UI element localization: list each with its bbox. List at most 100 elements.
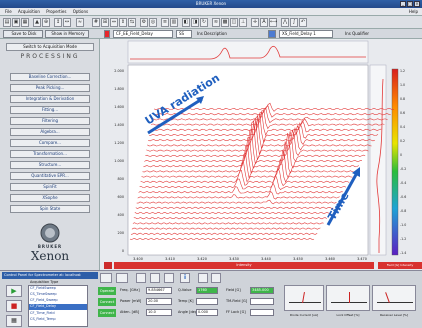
scale-icon[interactable]: ↕ xyxy=(54,18,62,27)
contour-icon[interactable]: ◎ xyxy=(149,18,157,27)
stack-icon[interactable]: ≡ xyxy=(161,18,169,27)
settings-icon[interactable]: ⚙ xyxy=(140,18,148,27)
save-icon[interactable]: ▣ xyxy=(12,18,20,27)
power-field[interactable]: 20.00 xyxy=(146,298,172,305)
shift-icon[interactable]: ↔ xyxy=(63,18,71,27)
pointer-icon[interactable]: ▲ xyxy=(33,18,41,27)
surface-icon[interactable]: ◨ xyxy=(191,18,199,27)
arrows-icon[interactable] xyxy=(198,273,208,283)
x-tick-label: 3.450 xyxy=(293,257,303,261)
y-tick-label: 800 xyxy=(118,177,124,181)
projection-icon[interactable]: ◧ xyxy=(182,18,190,27)
temp-field[interactable] xyxy=(196,298,218,305)
compress-icon[interactable]: ⇕ xyxy=(119,18,127,27)
refresh-icon[interactable] xyxy=(211,273,221,283)
list-item[interactable]: CF_FieldSweep xyxy=(30,286,56,290)
print-icon[interactable]: ▦ xyxy=(21,18,29,27)
play-button[interactable]: ▶ xyxy=(6,285,22,297)
tm-field-value[interactable] xyxy=(250,298,274,305)
menu-file[interactable]: File xyxy=(5,9,12,14)
list-item[interactable]: CS_TimeSweep xyxy=(30,292,57,296)
list-item[interactable]: CF_Time_Field xyxy=(30,311,55,315)
baseline-correction-button[interactable]: Baseline Correction... xyxy=(10,73,90,81)
mirror-icon[interactable]: ⇆ xyxy=(128,18,136,27)
save-to-disk-button[interactable]: Save to Disk xyxy=(3,30,43,38)
connect-button[interactable]: Connect xyxy=(98,298,116,306)
close-icon[interactable]: × xyxy=(414,1,420,7)
peak-picking-button[interactable]: Peak Picking... xyxy=(10,84,90,92)
structure-button[interactable]: Structure... xyxy=(10,161,90,169)
connect-button-2[interactable]: Connect xyxy=(98,309,116,317)
info-icon[interactable]: i xyxy=(180,273,190,283)
spectrum-trace xyxy=(147,117,372,155)
acquisition-type-list[interactable]: CF_FieldSweep CS_TimeSweep CF_Field_Swee… xyxy=(28,285,88,327)
dataset-field-1[interactable]: CF_EE_Field_Delay xyxy=(113,30,173,38)
integral-icon[interactable]: ∫ xyxy=(290,18,298,27)
algebra-button[interactable]: Algebra... xyxy=(10,128,90,136)
spinfit-button[interactable]: SpinFit xyxy=(10,183,90,191)
maximize-icon[interactable]: □ xyxy=(407,1,413,7)
filtering-button[interactable]: Filtering xyxy=(10,117,90,125)
expand-icon[interactable]: ⇔ xyxy=(110,18,118,27)
graph-icon[interactable] xyxy=(164,273,174,283)
undo-icon[interactable]: ↶ xyxy=(299,18,307,27)
list-item[interactable]: CS_Field_Temp xyxy=(30,317,56,321)
list-item-selected[interactable]: CF_Field_Delay xyxy=(29,304,87,310)
label-icon[interactable]: A xyxy=(260,18,268,27)
stop-button[interactable]: ■ xyxy=(6,300,22,312)
list-item[interactable]: CF_Field_Sweep xyxy=(30,298,58,302)
switch-acquisition-button[interactable]: Switch to Acquisition Mode xyxy=(6,43,94,51)
baseline-icon[interactable]: ≈ xyxy=(76,18,84,27)
measure-icon[interactable]: ⟷ xyxy=(269,18,278,27)
menu-acquisition[interactable]: Acquisition xyxy=(17,9,40,14)
menu-properties[interactable]: Properties xyxy=(46,9,67,14)
table-icon[interactable] xyxy=(150,273,160,283)
slice-icon[interactable]: ◫ xyxy=(230,18,238,27)
integration-button[interactable]: Integration & Derivation xyxy=(10,95,90,103)
dataset-color-swatch xyxy=(104,30,110,38)
heatmap-icon[interactable]: ▩ xyxy=(221,18,229,27)
field-label: Field [G] xyxy=(226,288,241,292)
minimize-icon[interactable]: _ xyxy=(400,1,406,7)
peak-icon[interactable]: ⋀ xyxy=(281,18,289,27)
uva-arrow-head xyxy=(196,96,204,104)
axis-icon[interactable]: ⊥ xyxy=(239,18,247,27)
description-label: Ins Description xyxy=(197,31,227,36)
colorbar-tick-label: -0.2 xyxy=(400,167,406,171)
freq-field[interactable]: 9.854667 xyxy=(146,287,172,294)
show-in-memory-button[interactable]: Show in Memory xyxy=(45,30,89,38)
fitting-button[interactable]: Fitting... xyxy=(10,106,90,114)
tune-icon[interactable] xyxy=(116,273,128,283)
transformation-button[interactable]: Transformation... xyxy=(10,150,90,158)
xsophe-button[interactable]: XSophe xyxy=(10,194,90,202)
operate-button[interactable]: Operate xyxy=(98,287,116,295)
grid-icon[interactable]: # xyxy=(92,18,100,27)
quantitative-epr-button[interactable]: Quantitative EPR... xyxy=(10,172,90,180)
spectrum-trace xyxy=(148,115,375,149)
dataset-field-3[interactable]: XS_Field_Delay 1 xyxy=(279,30,333,38)
spectrum-trace xyxy=(152,105,391,118)
angle-field[interactable]: 0.000 xyxy=(196,309,218,316)
scope-icon[interactable] xyxy=(100,273,112,283)
open-icon[interactable]: ▤ xyxy=(3,18,11,27)
spin-state-button[interactable]: Spin State xyxy=(10,205,90,213)
parameter-icon[interactable] xyxy=(136,273,146,283)
ff-lock-value[interactable] xyxy=(250,309,274,316)
zoom-icon[interactable]: ⊕ xyxy=(42,18,50,27)
compare-button[interactable]: Compare... xyxy=(10,139,90,147)
menu-help[interactable]: Help xyxy=(408,9,418,14)
field-value[interactable]: 3485.000 xyxy=(250,287,274,294)
cursor-icon[interactable]: ✛ xyxy=(251,18,259,27)
layer-icon[interactable]: ▥ xyxy=(170,18,178,27)
atten-field[interactable]: 10.0 xyxy=(146,309,172,316)
waterfall-plot[interactable]: 1.2 1.0 0.8 0.6 0.4 0.2 0 -0.2 -0.4 -0.6 -0.8 -1.0 -… xyxy=(100,39,422,262)
grid-view-button[interactable]: ▦ xyxy=(6,315,22,327)
rotate-icon[interactable]: ↻ xyxy=(200,18,208,27)
spectrum-trace xyxy=(149,113,379,144)
fit-icon[interactable]: ⊞ xyxy=(101,18,109,27)
qvalue-field[interactable]: 1760 xyxy=(196,287,218,294)
waterfall-icon[interactable]: ≋ xyxy=(212,18,220,27)
spectrum-trace xyxy=(145,129,366,165)
dataset-field-2[interactable]: SS xyxy=(176,30,192,38)
menu-options[interactable]: Options xyxy=(72,9,89,14)
